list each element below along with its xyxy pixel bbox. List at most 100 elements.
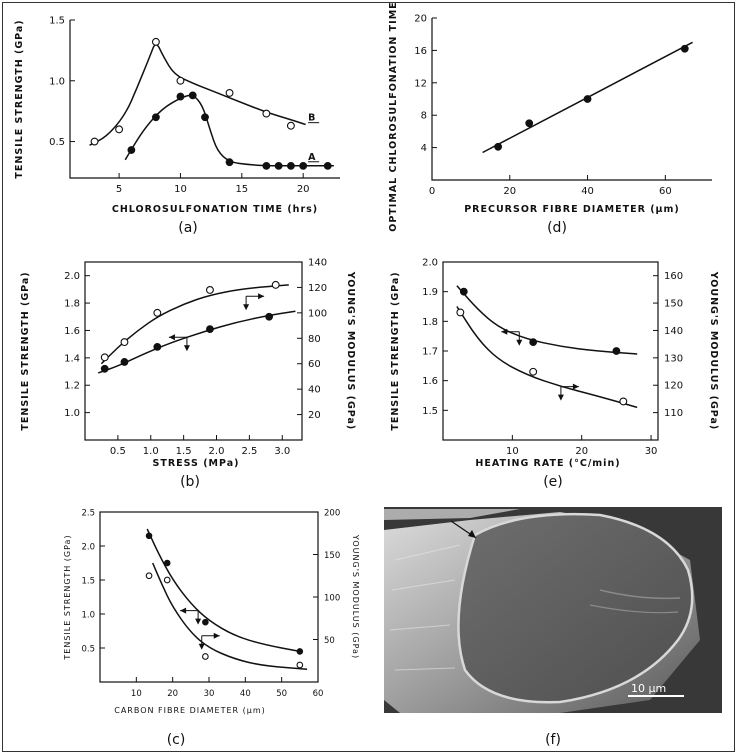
y-tick-label: 2.0: [81, 543, 95, 553]
y-tick-label: 1.8: [422, 317, 438, 328]
x-tick-label: 20: [575, 446, 588, 457]
series-curve: [97, 310, 296, 374]
x-tick-label: 60: [313, 689, 324, 699]
y2-tick-label: 140: [308, 258, 327, 269]
y-tick-label: 1.5: [49, 16, 65, 27]
filled-data-point: [206, 325, 214, 333]
filled-data-point: [299, 161, 308, 170]
x-tick-label: 40: [581, 186, 594, 197]
x-tick-label: 1.5: [176, 446, 192, 457]
x-tick-label: 20: [167, 689, 178, 699]
open-data-point: [115, 125, 124, 134]
y-tick-label: 12: [414, 78, 427, 89]
axis-pointer-stem-head: [195, 618, 202, 625]
y-axis-label: TENSILE STRENGTH (GPa): [14, 19, 25, 178]
filled-data-point: [145, 532, 153, 540]
open-data-point: [456, 308, 465, 317]
x-tick-label: 20: [503, 186, 516, 197]
axis-pointer-head: [168, 334, 175, 341]
x-tick-label: 10: [506, 446, 519, 457]
filled-data-point: [127, 146, 136, 154]
axis-pointer-stem-head: [557, 394, 564, 401]
y-tick-label: 1.6: [64, 326, 80, 337]
axis-pointer-stem-head: [183, 345, 190, 352]
x-tick-label: 30: [645, 446, 658, 457]
y-tick-label: 8: [421, 111, 427, 122]
y2-tick-label: 160: [664, 271, 683, 282]
y-axis-label: TENSILE STRENGTH (GPa): [390, 271, 401, 430]
open-data-point: [225, 88, 234, 97]
y-tick-label: 0.5: [81, 645, 95, 655]
chart-a: 5 10 15 20 0.5 1.0 1.5 CHLOROSULFONATION TIME (…: [14, 16, 340, 236]
series-label-b: B: [308, 113, 316, 124]
y2-tick-label: 200: [324, 509, 340, 519]
filled-data-point: [583, 95, 592, 103]
x-tick-label: 2.5: [241, 446, 257, 457]
filled-data-point: [612, 347, 621, 355]
axis-pointer-stem-head: [198, 643, 205, 650]
y-tick-label: 1.2: [64, 381, 80, 392]
y2-tick-label: 100: [324, 594, 340, 604]
x-tick-label: 10: [174, 184, 187, 195]
open-data-point: [271, 280, 280, 289]
axis-pointer-head: [180, 607, 187, 614]
caption-b: (b): [180, 474, 200, 490]
y2-axis-label: YOUNG'S MODULUS (GPa): [708, 271, 719, 430]
caption-c: (c): [167, 732, 186, 748]
chart-c: 10 20 30 40 50 60 0.5 1.0 1.5 2.0 2.5 50 100 150 200 CA…: [63, 509, 360, 749]
y2-tick-label: 60: [308, 359, 321, 370]
y-tick-label: 0.5: [49, 137, 65, 148]
filled-data-point: [202, 618, 209, 626]
axis-pointer-head: [258, 293, 265, 300]
open-data-point: [163, 576, 171, 584]
filled-data-point: [153, 342, 162, 351]
x-tick-label: 1.0: [143, 446, 159, 457]
y2-tick-label: 120: [664, 381, 683, 392]
y2-axis-label: YOUNG'S MODULUS (GPa): [351, 534, 360, 659]
filled-data-point: [296, 648, 304, 655]
x-axis-label: HEATING RATE (°C/min): [475, 458, 620, 469]
y-tick-label: 2.0: [422, 258, 438, 269]
filled-data-point: [262, 161, 271, 170]
filled-data-point: [680, 44, 689, 53]
y2-tick-label: 40: [308, 385, 321, 396]
filled-data-point: [201, 113, 209, 122]
x-tick-label: 3.0: [274, 446, 290, 457]
filled-data-point: [163, 559, 171, 567]
y2-tick-label: 150: [664, 299, 683, 310]
x-tick-label: 10: [131, 689, 142, 699]
x-tick-label: 50: [276, 689, 287, 699]
x-tick-label: 20: [297, 184, 310, 195]
filled-data-point: [225, 158, 234, 167]
chart-b: 0.5 1.0 1.5 2.0 2.5 3.0 1.0 1.2 1.4 1.6 1.8 2.0 20 40…: [20, 258, 356, 491]
chart-d: 0 20 40 60 4 8 12 16 20 PRECURSOR FIBRE DIAMETER …: [388, 0, 712, 236]
filled-data-point: [274, 161, 283, 170]
y-tick-label: 1.8: [64, 299, 80, 310]
caption-e: (e): [543, 474, 563, 490]
y-axis-label: TENSILE STRENGTH (GPa): [63, 534, 72, 660]
caption-f: (f): [545, 732, 561, 748]
sem-micrograph-panel: 10 μm: [384, 507, 722, 713]
y-axis-label: OPTIMAL CHLOROSULFONATION TIME (hrs): [388, 0, 399, 232]
x-tick-label: 0.5: [110, 446, 126, 457]
series-curve: [89, 43, 306, 146]
series-curve: [152, 562, 308, 671]
y2-tick-label: 120: [308, 283, 327, 294]
axis-pointer-head: [501, 328, 508, 335]
open-data-point: [176, 76, 185, 85]
y-tick-label: 16: [414, 46, 427, 57]
axes-lines: [431, 18, 712, 181]
filled-data-point: [100, 364, 109, 373]
open-data-point: [262, 109, 271, 118]
series-curve: [482, 41, 693, 154]
caption-d: (d): [547, 220, 567, 236]
y-tick-label: 1.9: [422, 287, 438, 298]
filled-data-point: [176, 92, 185, 101]
x-axis-label: PRECURSOR FIBRE DIAMETER (μm): [464, 204, 680, 215]
filled-data-point: [287, 161, 295, 170]
x-axis-label: STRESS (MPa): [153, 458, 240, 469]
open-data-point: [153, 308, 162, 317]
x-tick-label: 15: [235, 184, 248, 195]
filled-data-point: [152, 113, 160, 122]
